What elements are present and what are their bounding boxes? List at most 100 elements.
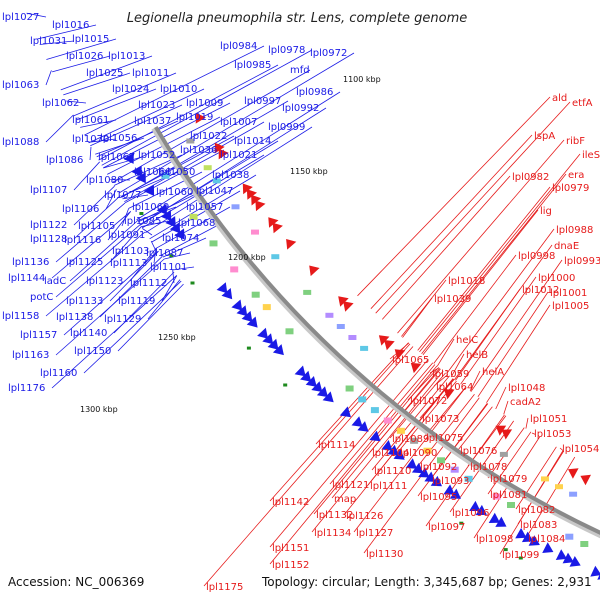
gene-label-reverse: lpl1065: [392, 355, 429, 366]
leader-line-forward: [112, 69, 311, 183]
gene-label-reverse: lspA: [534, 131, 555, 142]
gene-label-forward: lpl1138: [56, 312, 93, 323]
forward-gene-mark: [521, 531, 534, 543]
kbp-label: 1100 kbp: [343, 75, 381, 84]
gene-label-forward: lpl1119: [118, 296, 155, 307]
forward-gene-mark: [311, 381, 323, 392]
gene-label-reverse: lpl1095: [420, 492, 457, 503]
reverse-gene-mark: [580, 474, 591, 486]
leader-line-forward: [90, 104, 183, 147]
gene-label-forward: lpl1052: [138, 150, 175, 161]
gene-label-forward: lpl1070: [72, 134, 109, 145]
leader-line-forward: [121, 100, 289, 198]
gene-label-reverse: lpl1152: [272, 560, 309, 571]
forward-gene-mark: [351, 416, 363, 427]
gene-label-reverse: lpl1001: [550, 288, 587, 299]
gene-label-reverse: lpl1081: [490, 490, 527, 501]
reverse-gene-mark: [218, 148, 229, 160]
gene-label-forward: lpl1140: [70, 328, 107, 339]
cog-block: [285, 328, 294, 335]
kbp-label: 1300 kbp: [80, 405, 118, 414]
leader-line-reverse: [460, 276, 537, 385]
gene-label-forward: lpl1061: [72, 115, 109, 126]
cog-block: [499, 451, 508, 457]
cog-block: [541, 476, 549, 482]
leader-line-reverse: [446, 228, 555, 374]
reverse-gene-mark: [378, 335, 390, 346]
cog-block: [325, 312, 334, 318]
forward-gene-mark: [411, 462, 424, 474]
leader-line-reverse: [417, 394, 475, 467]
cog-block: [464, 475, 473, 482]
leader-line-reverse: [311, 370, 444, 533]
cog-block: [303, 289, 312, 295]
forward-gene-mark: [475, 504, 487, 516]
gene-label-forward: lpl1080: [86, 175, 123, 186]
gene-label-reverse: lpl1053: [534, 429, 571, 440]
leader-line-forward: [109, 226, 142, 263]
leader-line-forward: [66, 100, 87, 104]
rna-marker: [503, 548, 508, 552]
kbp-label: 1250 kbp: [158, 333, 196, 342]
cog-block: [348, 335, 357, 340]
genome-ring: [123, 113, 600, 580]
gene-label-forward: lpl1150: [74, 346, 111, 357]
leader-line-forward: [45, 114, 74, 143]
gene-label-reverse: lpl1039: [434, 294, 471, 305]
cog-block: [231, 204, 240, 210]
gene-label-reverse: ald: [552, 93, 567, 104]
gene-label-reverse: lpl1134: [314, 528, 351, 539]
forward-gene-mark: [241, 310, 253, 322]
forward-gene-mark: [528, 535, 540, 546]
gene-label-reverse: lpl0982: [512, 172, 549, 183]
leader-line-forward: [63, 250, 159, 336]
leader-line-reverse: [423, 387, 466, 438]
gene-label-forward: lpl0992: [282, 103, 319, 114]
gene-label-forward: lpl1011: [132, 68, 169, 79]
leader-line-forward: [45, 231, 146, 317]
leader-line-forward: [153, 247, 157, 264]
reverse-gene-mark: [394, 349, 406, 360]
gene-label-reverse: lpl1110: [374, 466, 411, 477]
leader-line-reverse: [531, 432, 536, 435]
forward-gene-mark: [257, 327, 268, 339]
forward-gene-mark: [294, 365, 306, 377]
cog-block: [251, 291, 260, 298]
gene-label-reverse: lpl1079: [490, 474, 527, 485]
gene-label-forward: lpl1038: [212, 170, 249, 181]
gene-label-forward: lpl1163: [12, 350, 49, 361]
gene-label-reverse: lpl1082: [518, 505, 555, 516]
leader-line-forward: [51, 55, 111, 73]
leader-line-reverse: [469, 370, 481, 392]
gene-label-reverse: era: [568, 170, 584, 181]
gene-label-forward: lpl1133: [66, 296, 103, 307]
gene-label-forward: lpl1063: [2, 80, 39, 91]
gene-label-forward: lpl1077: [104, 190, 141, 201]
gene-label-reverse: lpl1127: [356, 528, 393, 539]
gene-label-reverse: lpl1126: [346, 511, 383, 522]
cog-block: [251, 229, 259, 235]
leader-line-reverse: [515, 446, 557, 510]
gene-label-forward: lpl1014: [234, 136, 271, 147]
leader-line-reverse: [477, 291, 549, 398]
leader-line-reverse: [436, 338, 455, 367]
leader-line-reverse: [397, 139, 565, 334]
leader-line-forward: [139, 107, 327, 226]
leader-line-reverse: [559, 447, 564, 451]
forward-gene-mark: [246, 316, 258, 328]
rna-marker: [459, 521, 464, 525]
gene-label-reverse: lpl1111: [370, 481, 407, 492]
leader-line-reverse: [389, 372, 446, 439]
gene-label-reverse: lpl1090: [400, 448, 437, 459]
gene-label-forward: lpl1056: [100, 133, 137, 144]
reverse-gene-mark: [251, 194, 262, 206]
reverse-gene-mark: [309, 265, 320, 277]
leader-line-forward: [69, 220, 138, 282]
accession-text: Accession: NC_006369: [8, 575, 144, 589]
gene-label-reverse: lpl1093: [432, 476, 469, 487]
leader-line-reverse: [470, 259, 563, 392]
forward-gene-mark: [174, 228, 185, 240]
gene-label-forward: lpl1037: [134, 116, 171, 127]
gene-label-reverse: lpl1151: [272, 543, 309, 554]
leader-line-forward: [107, 211, 132, 241]
